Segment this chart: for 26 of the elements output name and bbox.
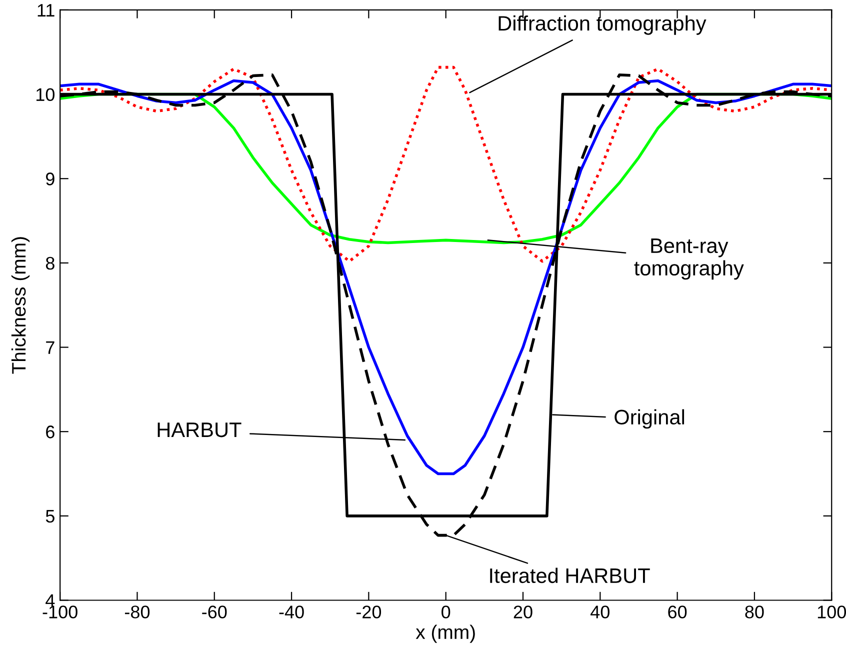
y-tick-label: 6 bbox=[46, 426, 54, 438]
x-tick-label: 20 bbox=[514, 606, 532, 618]
annotation: Diffraction tomography bbox=[498, 15, 706, 35]
x-tick-label: -20 bbox=[356, 606, 382, 618]
y-axis-title: Thickness (mm) bbox=[11, 237, 30, 374]
x-tick-label: -80 bbox=[124, 606, 150, 618]
y-tick-label: 7 bbox=[46, 341, 54, 354]
annotation: Bent-ray tomography bbox=[634, 238, 744, 280]
y-tick-label: 9 bbox=[46, 172, 54, 186]
y-tick-label: 5 bbox=[46, 510, 54, 523]
y-tick-label: 8 bbox=[46, 256, 54, 270]
y-tick-label: 4 bbox=[46, 594, 55, 607]
x-tick-label: 40 bbox=[590, 606, 610, 618]
y-tick-label: 11 bbox=[38, 4, 54, 16]
x-tick-label: 100 bbox=[818, 606, 846, 618]
annotation: HARBUT bbox=[158, 422, 242, 438]
annotation: Original bbox=[614, 409, 684, 429]
x-axis-title: x (mm) bbox=[416, 624, 475, 643]
x-tick-label: -60 bbox=[202, 606, 227, 618]
y-tick-label: 10 bbox=[36, 88, 54, 102]
x-tick-label: -100 bbox=[42, 606, 78, 618]
annotation: Iterated HARBUT bbox=[490, 568, 650, 584]
x-tick-label: 0 bbox=[442, 606, 450, 618]
x-tick-label: 80 bbox=[745, 606, 764, 618]
x-tick-label: 60 bbox=[668, 606, 687, 618]
x-tick-label: -40 bbox=[279, 606, 304, 618]
